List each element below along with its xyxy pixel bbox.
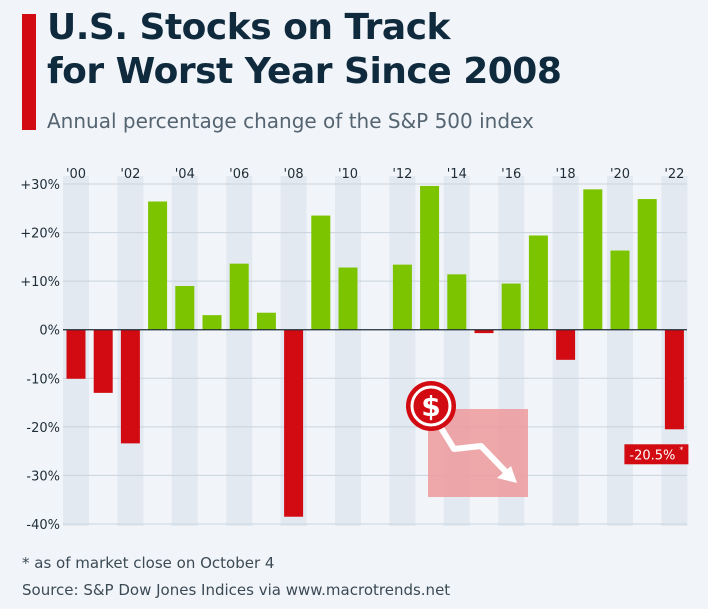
dollar-icon-ring xyxy=(410,385,452,427)
y-tick-label: -10% xyxy=(26,372,60,387)
x-tick-label: '12 xyxy=(392,167,412,182)
x-tick-label: '22 xyxy=(664,167,684,182)
bar xyxy=(148,201,168,330)
bar xyxy=(392,264,412,330)
bar xyxy=(664,329,684,430)
bar xyxy=(528,235,548,330)
callout-label: -20.5% xyxy=(629,448,675,463)
y-tick-label: -20% xyxy=(26,421,60,436)
bar xyxy=(175,286,195,330)
bar xyxy=(66,329,86,379)
year-stripe xyxy=(226,176,253,526)
dollar-glyph: $ xyxy=(421,390,440,423)
title-line-1: U.S. Stocks on Track xyxy=(47,7,450,48)
bar xyxy=(93,329,113,393)
decoration: $ xyxy=(406,381,528,497)
year-stripe xyxy=(171,176,198,526)
x-tick-label: '20 xyxy=(610,167,630,182)
chart-subtitle: Annual percentage change of the S&P 500 … xyxy=(47,109,534,133)
x-tick-label: '10 xyxy=(338,167,358,182)
x-axis-labels: '00 '02 '04 '06 '08 '10 '12 '14 '16 '18 '20 '22 xyxy=(66,167,685,182)
bar xyxy=(256,312,276,330)
bars xyxy=(66,185,684,517)
callout-asterisk: * xyxy=(679,445,683,454)
bar xyxy=(311,215,331,330)
y-tick-label: -30% xyxy=(26,469,60,484)
x-tick-label: '04 xyxy=(175,167,195,182)
bar xyxy=(202,315,222,330)
x-tick-label: '00 xyxy=(66,167,86,182)
bar xyxy=(338,267,358,330)
y-axis-labels: +30% +20% +10% 0% -10% -20% -30% -40% xyxy=(20,178,60,533)
bar xyxy=(610,250,630,330)
x-tick-label: '08 xyxy=(284,167,304,182)
callout-box xyxy=(624,444,689,465)
down-trend-arrow-icon xyxy=(435,421,511,477)
title-accent-bar xyxy=(22,14,36,130)
arrow-head xyxy=(497,466,517,483)
x-tick-label: '02 xyxy=(120,167,140,182)
y-tick-label: 0% xyxy=(39,324,60,339)
y-tick-label: +20% xyxy=(20,227,60,242)
bar xyxy=(474,329,494,334)
bar xyxy=(447,274,467,330)
x-tick-label: '06 xyxy=(229,167,249,182)
bar xyxy=(229,263,249,330)
x-tick-label: '16 xyxy=(501,167,521,182)
y-tick-label: +10% xyxy=(20,275,60,290)
y-tick-label: -40% xyxy=(26,518,60,533)
bar xyxy=(284,329,304,517)
bar xyxy=(556,329,576,360)
year-stripe xyxy=(389,176,416,526)
bar xyxy=(637,199,657,330)
y-tick-label: +30% xyxy=(20,178,60,193)
bar xyxy=(120,329,140,444)
x-tick-label: '18 xyxy=(556,167,576,182)
bar xyxy=(583,189,603,330)
bar xyxy=(420,185,440,330)
bar xyxy=(501,283,521,330)
chart-title: U.S. Stocks on Track for Worst Year Sinc… xyxy=(47,6,562,94)
title-line-2: for Worst Year Since 2008 xyxy=(47,51,562,92)
footnote: * as of market close on October 4 xyxy=(22,554,275,572)
year-stripe xyxy=(335,176,361,526)
source-note: Source: S&P Dow Jones Indices via www.ma… xyxy=(22,581,451,599)
x-tick-label: '14 xyxy=(447,167,467,182)
value-callout: -20.5% * xyxy=(624,444,689,465)
year-stripe xyxy=(607,176,633,526)
